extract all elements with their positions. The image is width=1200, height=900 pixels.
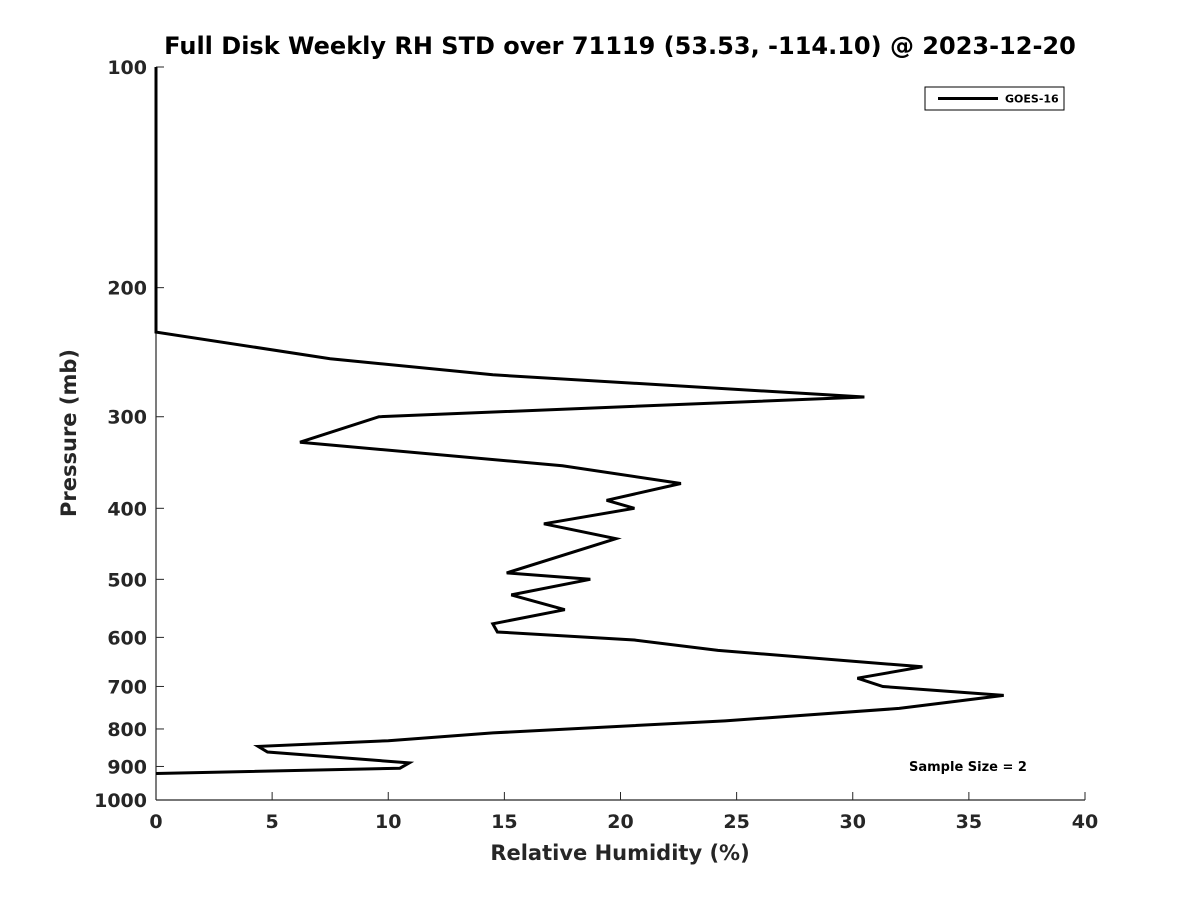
y-tick-label: 300 (107, 407, 147, 429)
y-tick-label: 900 (107, 756, 147, 778)
y-tick-label: 700 (107, 676, 147, 698)
y-tick-label: 600 (107, 627, 147, 649)
y-tick-label: 200 (107, 278, 147, 300)
x-tick-label: 30 (840, 811, 866, 833)
series-line-goes-16 (154, 67, 1004, 775)
x-tick-label: 10 (375, 811, 401, 833)
x-tick-label: 20 (607, 811, 633, 833)
x-tick-label: 15 (491, 811, 517, 833)
y-axis-label: Pressure (mb) (57, 349, 81, 517)
x-tick-label: 40 (1072, 811, 1098, 833)
y-tick-label: 1000 (94, 790, 147, 812)
chart-title: Full Disk Weekly RH STD over 71119 (53.5… (164, 32, 1076, 60)
x-axis-label: Relative Humidity (%) (490, 841, 749, 865)
y-tick-label: 500 (107, 569, 147, 591)
y-tick-label: 400 (107, 498, 147, 520)
sample-size-annotation: Sample Size = 2 (909, 760, 1027, 775)
legend-label-goes16: GOES-16 (1005, 93, 1059, 106)
legend: GOES-16 (924, 86, 1065, 111)
x-tick-label: 5 (266, 811, 279, 833)
x-tick-label: 25 (723, 811, 749, 833)
plot-area: 0 5 10 15 20 25 30 35 40 100 200 300 400 500 600 700 800… (94, 57, 1098, 833)
y-tick-label: 100 (107, 57, 147, 79)
y-tick-label: 800 (107, 719, 147, 741)
x-tick-label: 35 (956, 811, 982, 833)
x-tick-label: 0 (149, 811, 162, 833)
